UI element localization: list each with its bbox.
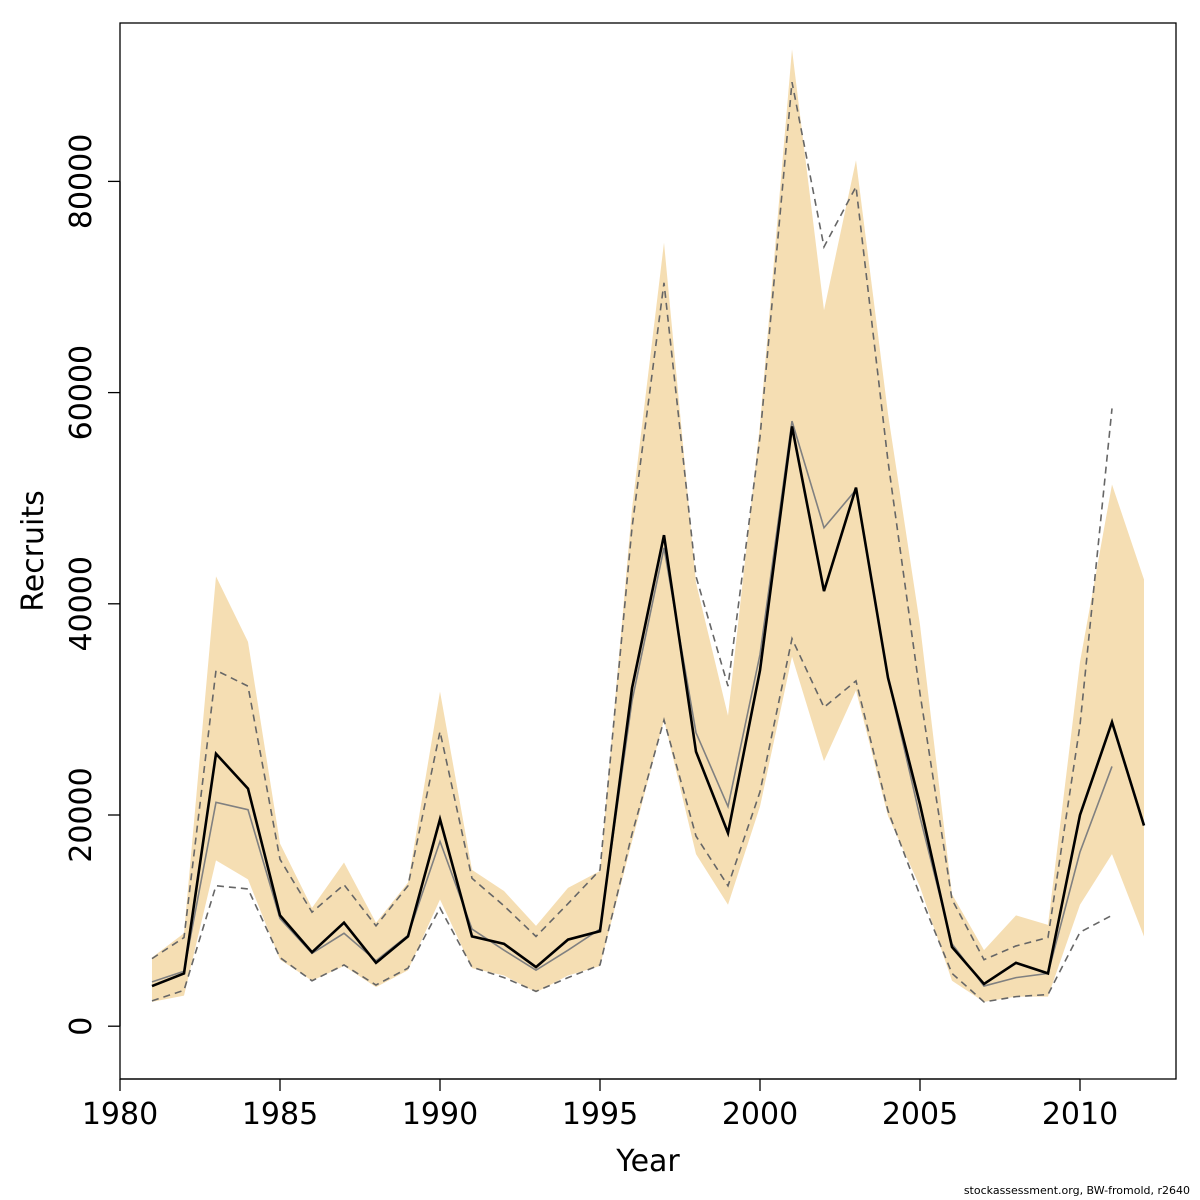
x-tick-label: 2005 [882, 1097, 958, 1132]
recruits-estimate-line [151, 426, 1146, 988]
y-tick-label: 60000 [64, 345, 99, 440]
y-tick-label: 80000 [64, 134, 99, 229]
x-tick-label: 1985 [242, 1097, 318, 1132]
y-axis: 0 20000 40000 60000 80000 [64, 134, 121, 1036]
plot-area [151, 49, 1146, 1003]
x-tick-label: 1995 [562, 1097, 638, 1132]
x-axis: 1980 1985 1990 1995 2000 2005 2010 [82, 1078, 1118, 1132]
reference-upper-dashed-line [151, 81, 1113, 961]
y-tick-label: 20000 [64, 767, 99, 862]
x-axis-title: Year [615, 1144, 680, 1179]
x-tick-label: 2000 [722, 1097, 798, 1132]
y-tick-label: 40000 [64, 556, 99, 651]
confidence-band [152, 49, 1144, 1002]
y-tick-label: 0 [64, 1017, 99, 1036]
x-tick-label: 1990 [402, 1097, 478, 1132]
credit-text: stockassessment.org, BW-fromold, r2640 [963, 1184, 1190, 1197]
x-tick-label: 2010 [1042, 1097, 1118, 1132]
x-tick-label: 1980 [82, 1097, 158, 1132]
y-axis-title: Recruits [16, 490, 51, 612]
reference-lower-dashed-line [151, 636, 1113, 1003]
